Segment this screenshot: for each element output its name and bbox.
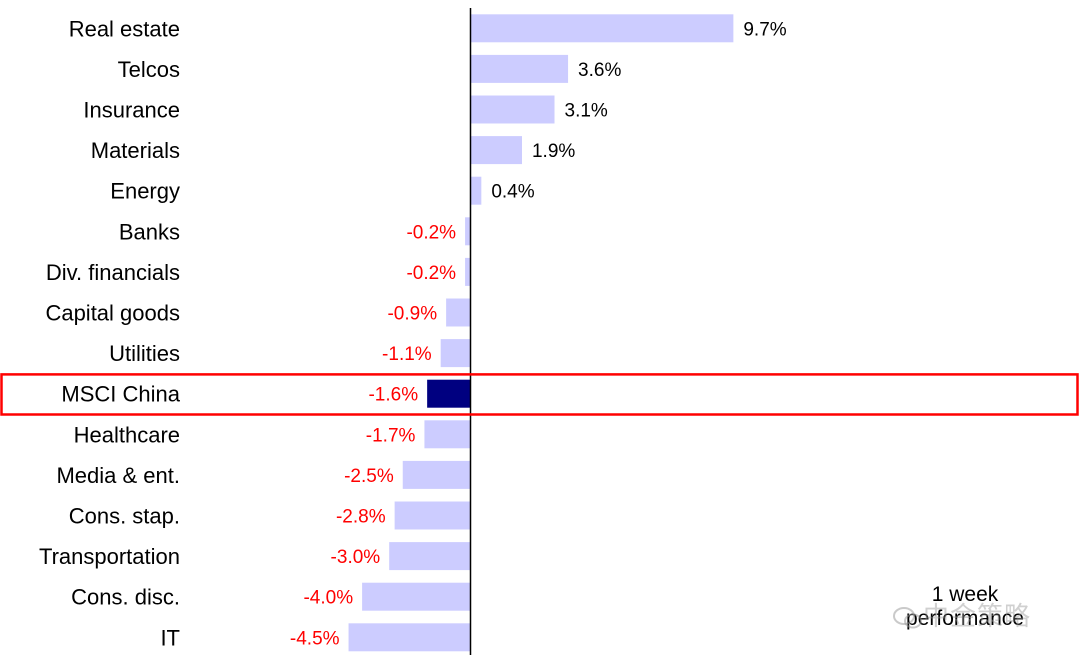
wechat-icon: [893, 606, 923, 630]
value-label-energy: 0.4%: [491, 182, 534, 203]
bar-div-financials: [465, 257, 471, 286]
bar-healthcare: [424, 420, 471, 449]
bar-cons-disc: [362, 582, 471, 611]
value-label-msci-china: -1.6%: [368, 385, 418, 406]
labels-group: Real estate 9.7% Telcos 3.6% Insurance 3.1% Ma…: [39, 16, 787, 650]
chart-note: 1 week performance: [906, 583, 1024, 630]
bar-msci-china: [427, 379, 471, 408]
bar-media-ent: [402, 460, 471, 489]
category-label-banks: Banks: [119, 219, 180, 244]
category-label-energy: Energy: [110, 179, 180, 204]
category-label-healthcare: Healthcare: [74, 422, 180, 447]
bar-transportation: [389, 542, 471, 571]
bar-cons-stap: [394, 501, 471, 530]
category-label-media-ent: Media & ent.: [56, 463, 180, 488]
value-label-materials: 1.9%: [532, 141, 575, 162]
value-label-cons-stap: -2.8%: [336, 507, 386, 528]
value-label-insurance: 3.1%: [565, 101, 608, 122]
bars-group: [348, 14, 734, 652]
category-label-div-financials: Div. financials: [46, 260, 180, 285]
highlight-box: [0, 373, 1079, 416]
value-label-cons-disc: -4.0%: [303, 588, 353, 609]
category-label-cons-disc: Cons. disc.: [71, 585, 180, 610]
bar-capital-goods: [446, 298, 471, 327]
category-label-it: IT: [160, 625, 180, 650]
category-label-telcos: Telcos: [118, 57, 180, 82]
watermark-text: 中金策略: [923, 601, 1032, 631]
category-label-cons-stap: Cons. stap.: [69, 504, 180, 529]
bar-banks: [465, 217, 471, 246]
value-label-utilities: -1.1%: [382, 344, 432, 365]
value-label-banks: -0.2%: [406, 222, 456, 243]
value-label-div-financials: -0.2%: [406, 263, 456, 284]
bar-energy: [470, 176, 482, 205]
category-label-capital-goods: Capital goods: [45, 301, 180, 326]
category-label-insurance: Insurance: [83, 98, 180, 123]
value-label-it: -4.5%: [290, 628, 340, 649]
bar-materials: [470, 136, 522, 165]
category-label-materials: Materials: [91, 138, 180, 163]
value-label-capital-goods: -0.9%: [387, 304, 437, 325]
category-label-utilities: Utilities: [109, 341, 180, 366]
bar-it: [348, 623, 471, 652]
watermark: 中金策略: [893, 596, 1031, 633]
bar-insurance: [470, 95, 555, 124]
value-label-real-estate: 9.7%: [743, 19, 786, 40]
bar-utilities: [440, 339, 471, 368]
category-label-transportation: Transportation: [39, 544, 180, 569]
value-label-telcos: 3.6%: [578, 60, 621, 81]
value-label-healthcare: -1.7%: [366, 425, 416, 446]
value-label-media-ent: -2.5%: [344, 466, 394, 487]
bar-real-estate: [470, 14, 734, 43]
value-label-transportation: -3.0%: [331, 547, 381, 568]
bar-telcos: [470, 54, 569, 83]
category-label-msci-china: MSCI China: [61, 382, 180, 407]
category-label-real-estate: Real estate: [69, 16, 180, 41]
